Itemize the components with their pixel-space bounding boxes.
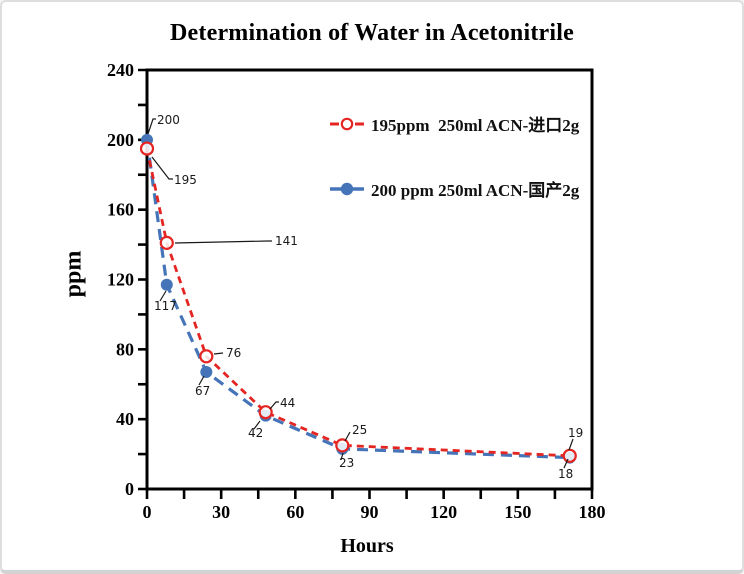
data-point-imported [139,141,155,156]
leader-line [568,438,574,451]
data-point-imported [562,448,577,463]
data-label: 44 [280,396,295,410]
leader-line [344,431,351,442]
legend-entry-domestic: 200 ppm 250ml ACN-国产2g [329,176,579,201]
leader-line [174,240,272,244]
y-tick-label: 160 [107,200,134,220]
plot-frame [145,68,594,491]
data-point-domestic [200,366,213,379]
data-point-imported [335,438,350,453]
data-point-imported [199,349,214,364]
data-label: 42 [248,426,263,440]
legend-marker-line-filled-circle-icon [330,182,364,195]
leader-line [198,375,205,386]
leader-line [269,401,279,410]
y-tick-label: 120 [107,270,134,290]
legend-entry-imported: 195ppm 250ml ACN-进口2g [329,111,579,136]
data-label: 18 [558,467,573,481]
data-label: 117 [154,299,177,313]
x-tick-label: 0 [143,502,152,522]
x-tick-label: 60 [286,502,304,522]
x-tick-label: 120 [430,502,457,522]
leader-line [563,458,569,469]
data-label: 141 [275,234,298,248]
x-tick-label: 90 [361,502,379,522]
y-tick-label: 40 [116,409,134,429]
data-label: 25 [352,423,367,437]
x-tick-label: 30 [212,502,230,522]
series-line-imported [145,148,570,458]
chart-title: Determination of Water in Acetonitrile [170,20,574,46]
leader-line [151,156,173,180]
data-label: 200 [157,113,180,127]
leader-line [147,118,156,135]
data-label: 195 [174,173,197,187]
leader-line [340,452,344,461]
data-label: 76 [226,346,241,360]
y-tick-label: 200 [107,130,134,150]
data-label: 67 [195,384,210,398]
x-axis-title: Hours [340,535,394,557]
y-tick-label: 0 [125,479,134,499]
leader-line [253,420,261,430]
y-tick-label: 240 [107,60,134,80]
data-point-imported [159,235,174,250]
x-tick-label: 150 [504,502,531,522]
y-tick-label: 80 [116,339,134,359]
data-label: 19 [568,426,583,440]
leader-line [159,290,167,302]
legend-label-domestic: 200 ppm 250ml ACN-国产2g [371,181,580,200]
legend-marker-dashed-open-circle-icon [330,117,364,130]
data-label: 23 [339,456,354,470]
data-point-domestic [160,278,173,291]
series-line-domestic [145,139,570,460]
x-tick-label: 180 [579,502,606,522]
leader-line [213,352,224,355]
legend-label-imported: 195ppm 250ml ACN-进口2g [371,116,580,135]
data-point-imported [258,405,273,420]
